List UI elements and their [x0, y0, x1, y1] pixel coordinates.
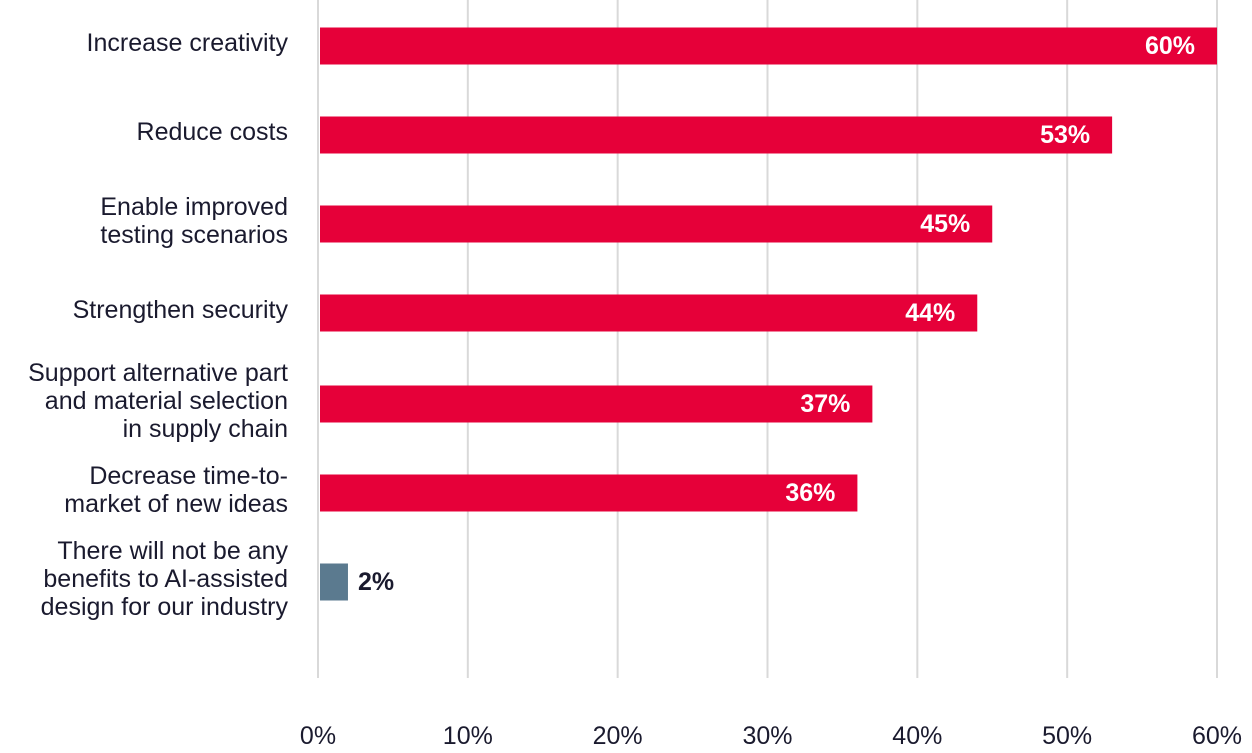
value-label: 53%	[1040, 121, 1091, 149]
category-label: Enable improved testing scenarios	[100, 193, 288, 249]
category-label: Strengthen security	[72, 296, 288, 324]
x-tick-label: 40%	[892, 722, 943, 750]
bar	[320, 474, 858, 512]
category-label: There will not be any benefits to AI-ass…	[40, 537, 288, 621]
category-label: Support alternative part and material se…	[28, 359, 288, 443]
bar	[320, 294, 978, 332]
bar	[320, 563, 348, 601]
bar	[320, 385, 873, 423]
x-tick-label: 50%	[1042, 722, 1093, 750]
bar	[320, 27, 1217, 65]
bar	[320, 116, 1113, 154]
category-label: Increase creativity	[86, 29, 288, 57]
value-label: 36%	[785, 479, 836, 507]
x-tick-label: 0%	[299, 722, 337, 750]
bar	[320, 205, 993, 243]
category-label: Reduce costs	[136, 118, 288, 146]
value-label: 44%	[905, 299, 956, 327]
value-label: 2%	[357, 568, 395, 596]
x-tick-label: 30%	[742, 722, 793, 750]
x-tick-label: 20%	[592, 722, 643, 750]
x-tick-label: 10%	[442, 722, 493, 750]
value-label: 45%	[920, 210, 971, 238]
category-label: Decrease time-to- market of new ideas	[64, 462, 288, 518]
value-label: 37%	[800, 390, 851, 418]
value-label: 60%	[1144, 32, 1195, 60]
x-tick-label: 60%	[1191, 722, 1243, 750]
